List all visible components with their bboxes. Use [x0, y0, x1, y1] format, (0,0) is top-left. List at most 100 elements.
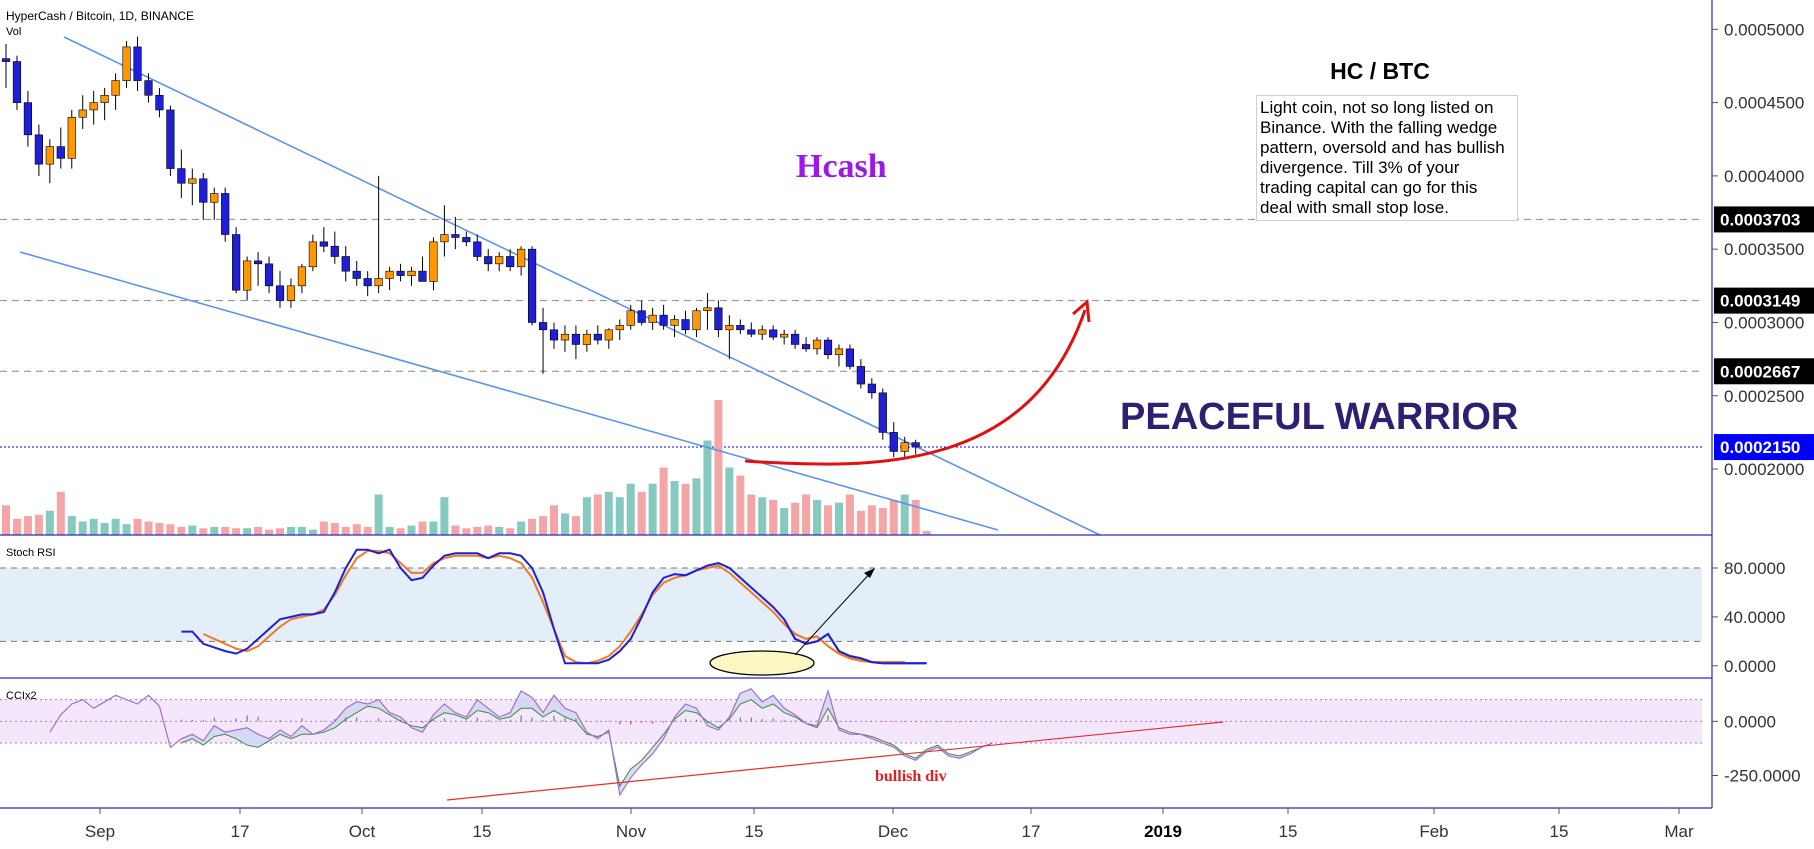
candle-body [122, 46, 131, 81]
volume-bar [221, 526, 230, 535]
candle-body [1, 58, 11, 62]
candle-body [210, 193, 219, 203]
volume-bar [407, 525, 416, 535]
annotation-note: Light coin, not so long listed on Binanc… [1256, 95, 1518, 221]
candle-body [12, 61, 22, 103]
candle-body [681, 319, 690, 331]
volume-bar [834, 502, 843, 535]
candle-body [418, 270, 427, 282]
time-tick-label: 17 [1022, 822, 1041, 841]
volume-bar [900, 494, 909, 535]
volume-bar [155, 522, 164, 535]
candle-body [111, 80, 120, 96]
volume-bar [12, 518, 21, 535]
stoch-tick-label: 40.0000 [1724, 608, 1785, 627]
volume-bar [23, 516, 32, 535]
stoch-projection-arrowhead [864, 568, 875, 578]
signature-label: PEACEFUL WARRIOR [1120, 396, 1519, 438]
candle-body [188, 178, 197, 184]
time-tick-label: 2019 [1144, 822, 1182, 841]
annotation-title: HC / BTC [1330, 58, 1430, 84]
candle-body [517, 248, 526, 268]
candle-body [374, 278, 383, 287]
volume-bar [824, 505, 832, 535]
candle-body [538, 322, 548, 331]
volume-bar [878, 508, 887, 535]
candle-body [199, 178, 208, 203]
volume-bar [330, 522, 339, 535]
volume-bar [199, 528, 208, 535]
volume-bar [856, 510, 865, 535]
volume-bar [440, 497, 449, 535]
candle-body [221, 193, 230, 235]
candle-body [812, 339, 822, 350]
candle-body [604, 329, 613, 341]
candle-body [637, 310, 646, 323]
candle-body [900, 442, 909, 452]
volume-bar [791, 502, 800, 535]
time-tick-label: Sep [85, 822, 115, 841]
volume-bar [385, 526, 394, 535]
stoch-projection-arrow [794, 569, 874, 656]
hcash-label: Hcash [796, 148, 887, 185]
cci-fast-line [49, 688, 993, 797]
volume-bar [100, 522, 109, 535]
volume-bar [243, 528, 252, 535]
volume-bar [736, 475, 745, 535]
volume-bar [133, 518, 142, 535]
candle-body [407, 270, 416, 276]
candle-body [264, 263, 274, 287]
time-tick-label: Dec [878, 822, 909, 841]
candle-body [780, 333, 789, 338]
volume-bar [297, 526, 306, 535]
candle-body [396, 270, 405, 276]
candle-body [889, 432, 898, 452]
volume-bar [484, 525, 493, 535]
volume-bar [111, 518, 120, 535]
candle-body [484, 256, 493, 265]
recovery-arrowhead [1072, 298, 1091, 323]
volume-bar [396, 528, 405, 535]
time-tick-label: Mar [1664, 822, 1694, 841]
volume-bar [166, 524, 175, 535]
volume-bar [670, 481, 679, 535]
candle-body [177, 168, 186, 184]
candle-body [823, 339, 833, 356]
divergence-line [446, 721, 1224, 801]
candle-body [878, 392, 887, 433]
volume-bar [517, 521, 526, 535]
volume-bar [659, 467, 668, 535]
candle-body [670, 319, 679, 326]
candle-body [791, 333, 800, 345]
candle-body [725, 325, 734, 331]
stoch-tick-label: 80.0000 [1724, 559, 1785, 578]
volume-bar [615, 497, 624, 535]
candle-body [23, 102, 33, 136]
volume-bar [802, 494, 811, 535]
candle-body [659, 314, 668, 326]
volume-bar [571, 516, 580, 535]
volume-bar [813, 499, 822, 535]
candle-body [769, 329, 778, 338]
time-tick-label: 15 [1279, 822, 1298, 841]
candle-body [560, 333, 570, 341]
volume-bar [286, 526, 295, 535]
volume-bar [78, 521, 87, 535]
candle-body [89, 102, 98, 111]
volume-bar [703, 440, 712, 535]
wedge-upper-line [63, 36, 1101, 536]
volume-bar [867, 505, 876, 535]
volume-bar [889, 499, 898, 535]
volume-bar [845, 494, 854, 535]
volume-label: Vol [6, 26, 22, 38]
time-tick-label: Feb [1419, 822, 1448, 841]
volume-bar [177, 526, 186, 535]
candle-body [692, 310, 701, 331]
candle-body [845, 348, 855, 367]
candle-body [440, 234, 449, 243]
volume-bar [319, 521, 328, 535]
time-tick-label: 15 [1550, 822, 1569, 841]
price-label-text: 0.0002150 [1720, 438, 1800, 457]
candle-body [571, 333, 581, 345]
